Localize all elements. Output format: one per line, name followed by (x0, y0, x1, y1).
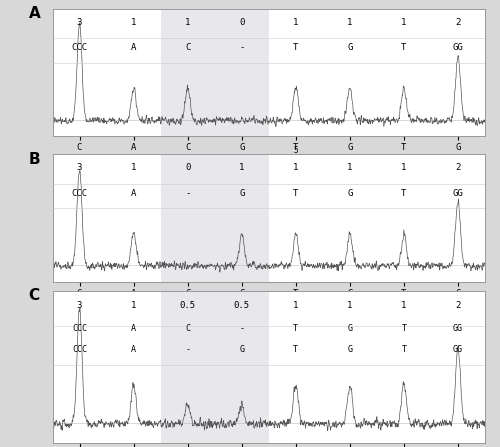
Text: T: T (401, 43, 406, 52)
Text: 0.5: 0.5 (180, 301, 196, 310)
Text: 1: 1 (185, 17, 190, 26)
Text: GG: GG (453, 345, 463, 354)
Text: -: - (185, 345, 190, 354)
Text: G: G (347, 189, 352, 198)
Bar (214, 283, 269, 443)
Text: G: G (348, 324, 352, 333)
Text: T: T (402, 324, 406, 333)
Text: -: - (239, 324, 244, 333)
Text: T: T (294, 324, 298, 333)
Text: 0.5: 0.5 (234, 301, 250, 310)
Text: 1: 1 (347, 17, 352, 26)
Text: CCC: CCC (72, 345, 87, 354)
Text: -: - (239, 43, 244, 52)
Text: CCC: CCC (72, 189, 88, 198)
Text: C: C (185, 324, 190, 333)
Text: 1: 1 (293, 163, 298, 172)
Bar (160, 283, 214, 443)
Text: 1: 1 (131, 301, 136, 310)
Text: T: T (402, 345, 406, 354)
Bar (160, 2, 214, 136)
Text: GG: GG (453, 324, 463, 333)
Text: T: T (293, 189, 298, 198)
Text: 1: 1 (347, 301, 352, 310)
Text: 1: 1 (239, 163, 244, 172)
Text: 1: 1 (293, 17, 298, 26)
Text: 0: 0 (239, 17, 244, 26)
Text: 2: 2 (456, 301, 460, 310)
Text: G: G (239, 189, 244, 198)
Text: 1: 1 (401, 301, 406, 310)
Text: G: G (348, 345, 352, 354)
Text: G: G (239, 345, 244, 354)
Text: 1: 1 (131, 17, 136, 26)
Text: A: A (131, 345, 136, 354)
Bar (214, 148, 269, 282)
Text: T: T (293, 43, 298, 52)
Text: A: A (28, 6, 40, 21)
Text: 2: 2 (456, 163, 460, 172)
Text: B: B (28, 152, 40, 167)
Text: 2: 2 (456, 17, 460, 26)
Text: CCC: CCC (72, 324, 87, 333)
Text: 1: 1 (293, 301, 298, 310)
Text: 1: 1 (131, 163, 136, 172)
Bar (160, 148, 214, 282)
Text: A: A (131, 324, 136, 333)
Text: -: - (185, 189, 190, 198)
Text: T: T (294, 345, 298, 354)
Text: C: C (28, 287, 40, 303)
Text: 5: 5 (294, 146, 298, 155)
Text: G: G (347, 43, 352, 52)
Text: 1: 1 (347, 163, 352, 172)
Text: CCC: CCC (72, 43, 88, 52)
Text: 3: 3 (77, 301, 82, 310)
Text: GG: GG (452, 43, 464, 52)
Text: 5: 5 (294, 291, 298, 300)
Text: GG: GG (452, 189, 464, 198)
Text: A: A (131, 189, 136, 198)
Text: 3: 3 (77, 17, 82, 26)
Text: 3: 3 (77, 163, 82, 172)
Text: 1: 1 (401, 163, 406, 172)
Bar (214, 2, 269, 136)
Text: 1: 1 (401, 17, 406, 26)
Text: 0: 0 (185, 163, 190, 172)
Text: T: T (401, 189, 406, 198)
Text: A: A (131, 43, 136, 52)
Text: C: C (185, 43, 190, 52)
